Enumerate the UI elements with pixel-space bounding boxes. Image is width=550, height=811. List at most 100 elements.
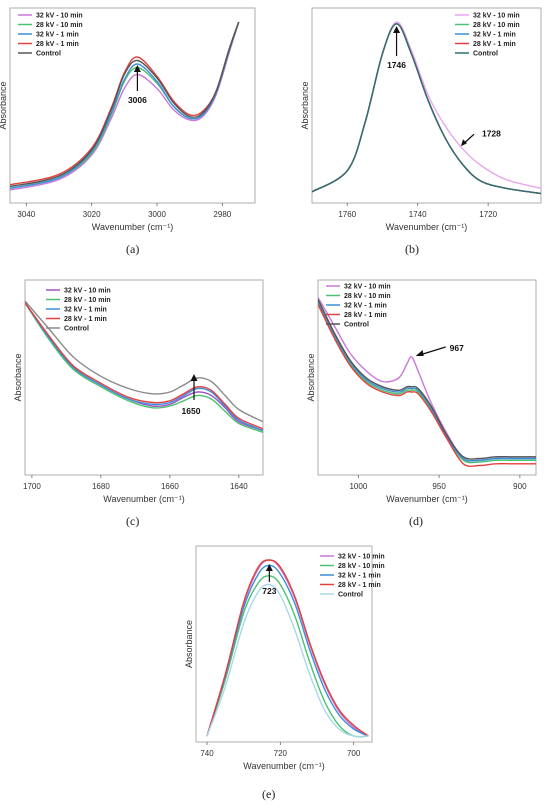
legend-label: 28 kV - 10 min	[344, 293, 391, 300]
legend-label: 28 kV - 10 min	[338, 563, 385, 570]
x-tick-label: 1660	[161, 482, 179, 491]
annotation-arrowhead	[265, 564, 273, 571]
x-axis-label: Wavenumber (cm⁻¹)	[386, 222, 467, 232]
annotation-label: 1650	[182, 406, 201, 416]
series-line-3	[206, 564, 369, 737]
annotation-label: 723	[262, 586, 276, 596]
series-line-4	[25, 302, 263, 430]
legend: 32 kV - 10 min 28 kV - 10 min 32 kV - 1 mi…	[18, 13, 83, 58]
plot-frame	[311, 7, 542, 204]
series-line-2	[312, 23, 541, 195]
legend-label: 32 kV - 1 min	[36, 32, 79, 39]
series-line-2	[206, 575, 369, 738]
legend-label: Control	[36, 51, 61, 58]
plot-frame	[317, 279, 537, 476]
x-tick-label: 900	[513, 482, 527, 491]
series-line-1	[25, 302, 263, 432]
x-tick-label: 1720	[479, 210, 497, 219]
chart-panel-d: 1000 950 900 Wavenumber (cm⁻¹) Absorbance 32 …	[306, 279, 537, 504]
legend-label: 28 kV - 1 min	[36, 41, 79, 48]
annotation-arrowhead	[133, 65, 141, 72]
x-tick-label: 1700	[23, 482, 41, 491]
x-tick-label: 1680	[92, 482, 110, 491]
x-tick-label: 3000	[148, 210, 166, 219]
legend-label: Control	[64, 326, 89, 333]
y-axis-label: Absorbance	[13, 353, 23, 401]
x-axis-label: Wavenumber (cm⁻¹)	[386, 494, 467, 504]
legend-label: 32 kV - 1 min	[338, 573, 381, 580]
annotation-arrowhead	[190, 374, 198, 381]
legend-label: Control	[473, 51, 498, 58]
series-line-3	[25, 302, 263, 432]
plot-frame	[24, 279, 264, 476]
series-line-5	[25, 300, 263, 423]
chart-panel-a: 3040 3020 3000 2980 Wavenumber (cm⁻¹) Absorba…	[0, 7, 256, 232]
legend-label: 28 kV - 10 min	[36, 22, 83, 29]
series-line-2	[318, 302, 536, 464]
series-line-4	[312, 23, 541, 195]
x-tick-label: 720	[274, 749, 288, 758]
legend-label: 28 kV - 1 min	[473, 41, 516, 48]
series-line-5	[206, 583, 369, 738]
legend: 32 kV - 10 min 28 kV - 10 min 32 kV - 1 mi…	[320, 554, 385, 599]
series-line-2	[25, 302, 263, 433]
series-line-3	[318, 300, 536, 462]
legend-label: 32 kV - 1 min	[473, 32, 516, 39]
legend-label: 32 kV - 1 min	[344, 303, 387, 310]
y-axis-label: Absorbance	[184, 620, 194, 668]
legend-label: 32 kV - 10 min	[344, 284, 391, 291]
x-tick-label: 1760	[338, 210, 356, 219]
annotation-label: 3006	[128, 95, 147, 105]
legend-label: 28 kV - 1 min	[64, 316, 107, 323]
y-axis-label: Absorbance	[300, 81, 310, 129]
x-axis-label: Wavenumber (cm⁻¹)	[103, 494, 184, 504]
x-tick-label: 2980	[213, 210, 231, 219]
panel-label-c: (c)	[126, 514, 140, 528]
plot-frame	[195, 545, 373, 743]
x-tick-label: 1740	[409, 210, 427, 219]
series-line-5	[318, 298, 536, 460]
x-tick-label: 700	[347, 749, 361, 758]
annotation-label: 1746	[387, 60, 406, 70]
legend-label: Control	[344, 322, 369, 329]
x-tick-label: 950	[432, 482, 446, 491]
legend-label: 32 kV - 10 min	[338, 554, 385, 561]
x-tick-label: 1640	[230, 482, 248, 491]
legend-label: 28 kV - 1 min	[338, 582, 381, 589]
legend: 32 kV - 10 min 28 kV - 10 min 32 kV - 1 mi…	[46, 288, 111, 333]
y-axis-label: Absorbance	[0, 81, 8, 129]
annotation-label: 1728	[482, 128, 501, 138]
legend-label: Control	[338, 592, 363, 599]
chart-panel-b: 1760 1740 1720 Wavenumber (cm⁻¹) Absorbance 3…	[300, 7, 542, 232]
x-axis-label: Wavenumber (cm⁻¹)	[92, 222, 173, 232]
series-line-5	[10, 21, 240, 188]
annotation-label: 967	[450, 343, 464, 353]
annotation-arrow	[419, 346, 446, 356]
series-line-5	[312, 23, 541, 195]
x-tick-label: 1000	[349, 482, 367, 491]
panel-label-d: (d)	[409, 514, 423, 528]
annotation-arrowhead	[393, 26, 401, 33]
annotation-arrowhead	[460, 139, 467, 147]
legend-label: 32 kV - 10 min	[473, 13, 520, 20]
legend-label: 28 kV - 10 min	[64, 297, 111, 304]
legend: 32 kV - 10 min 28 kV - 10 min 32 kV - 1 mi…	[326, 284, 391, 329]
chart-panel-c: 1700 1680 1660 1640 Wavenumber (cm⁻¹) Absorba…	[13, 279, 264, 504]
x-tick-label: 3040	[17, 210, 35, 219]
panel-label-a: (a)	[126, 242, 140, 256]
legend: 32 kV - 10 min 28 kV - 10 min 32 kV - 1 mi…	[455, 13, 520, 58]
x-axis-label: Wavenumber (cm⁻¹)	[243, 761, 324, 771]
annotation-arrowhead	[415, 350, 424, 356]
legend-label: 28 kV - 10 min	[473, 22, 520, 29]
series-line-4	[318, 304, 536, 467]
x-tick-label: 740	[200, 749, 214, 758]
legend-label: 32 kV - 10 min	[64, 288, 111, 295]
y-axis-label: Absorbance	[306, 353, 316, 401]
series-line-3	[10, 21, 240, 189]
legend-label: 32 kV - 1 min	[64, 307, 107, 314]
series-line-4	[206, 559, 369, 737]
panel-label-b: (b)	[405, 242, 419, 256]
plot-frame	[9, 7, 256, 204]
